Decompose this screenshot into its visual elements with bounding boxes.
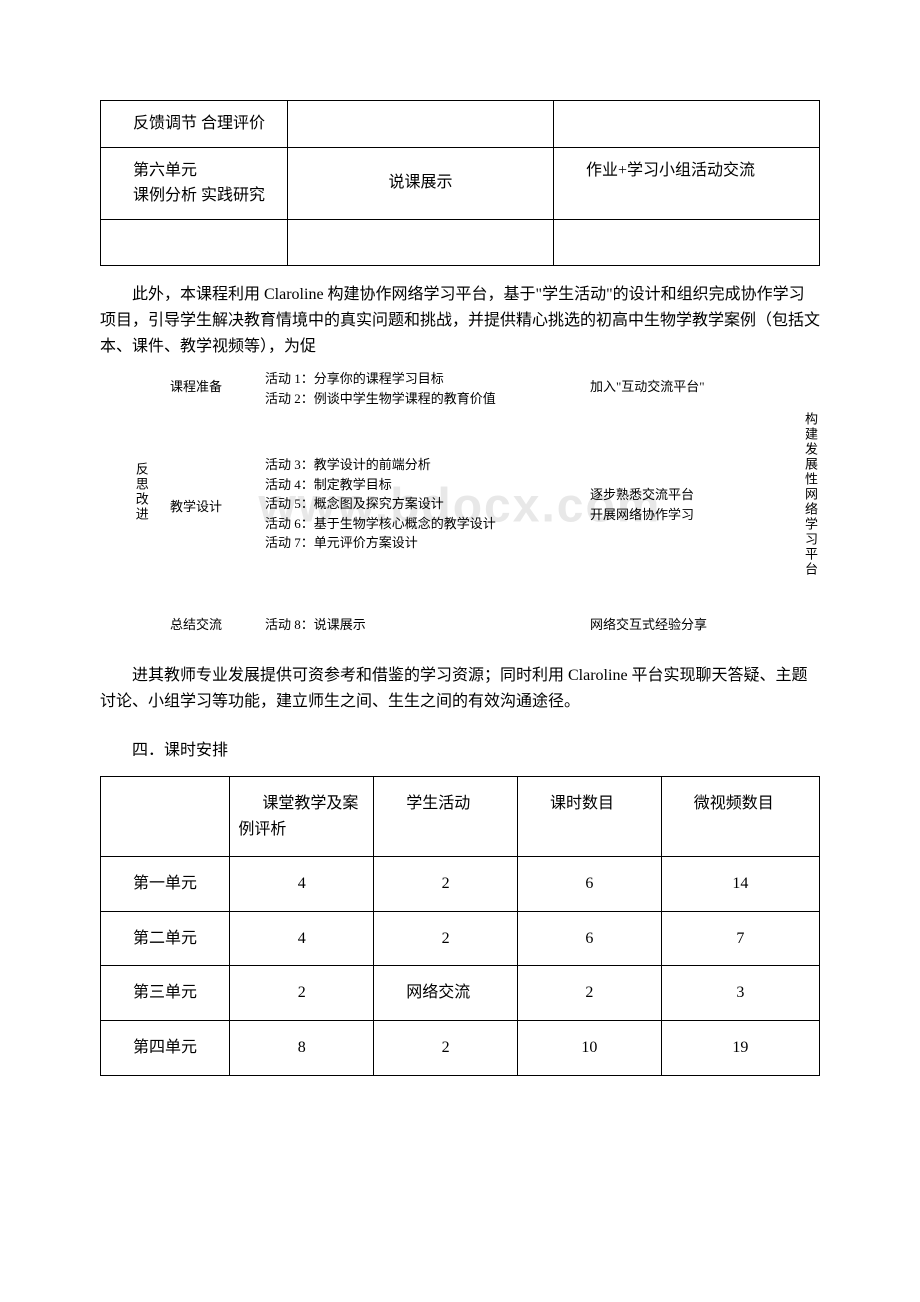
table-row: 反馈调节 合理评价 xyxy=(101,101,820,148)
cell-method xyxy=(287,101,553,148)
data-cell: 14 xyxy=(661,857,819,912)
stage-label: 总结交流 xyxy=(170,615,222,636)
data-cell: 7 xyxy=(661,911,819,966)
table-row: 第六单元 课例分析 实践研究 说课展示 作业+学习小组活动交流 xyxy=(101,147,820,219)
cell-text: 反馈调节 合理评价 xyxy=(109,111,279,137)
cell-unit: 反馈调节 合理评价 xyxy=(101,101,288,148)
data-cell: 2 xyxy=(518,966,662,1021)
data-cell: 8 xyxy=(230,1020,374,1075)
data-cell: 2 xyxy=(374,1020,518,1075)
data-cell: 19 xyxy=(661,1020,819,1075)
data-cell: 6 xyxy=(518,857,662,912)
activity-line: 活动 4：制定教学目标 xyxy=(265,475,496,495)
activity-diagram: www.bdocx.com 反思改进 构建发展性网络学习平台 课程准备 活动 1… xyxy=(130,367,790,647)
unit-cell: 第一单元 xyxy=(101,857,230,912)
activity-line: 活动 7：单元评价方案设计 xyxy=(265,533,496,553)
activity-line: 活动 6：基于生物学核心概念的教学设计 xyxy=(265,514,496,534)
data-cell: 4 xyxy=(230,857,374,912)
data-cell: 2 xyxy=(374,857,518,912)
activity-line: 活动 2：例谈中学生物学课程的教育价值 xyxy=(265,389,496,409)
table-row: 第二单元 4 2 6 7 xyxy=(101,911,820,966)
right-vertical-label: 构建发展性网络学习平台 xyxy=(799,412,820,577)
data-cell: 2 xyxy=(230,966,374,1021)
cell-activity xyxy=(553,101,819,148)
cell-empty xyxy=(553,219,819,266)
activity-line: 活动 1：分享你的课程学习目标 xyxy=(265,369,496,389)
data-cell: 6 xyxy=(518,911,662,966)
paragraph-continue: 进其教师专业发展提供可资参考和借鉴的学习资源；同时利用 Claroline 平台… xyxy=(100,663,820,714)
stage-label: 教学设计 xyxy=(170,497,222,518)
section-title: 四．课时安排 xyxy=(100,738,820,764)
right-note: 网络交互式经验分享 xyxy=(590,615,707,636)
table-row: 第四单元 8 2 10 19 xyxy=(101,1020,820,1075)
data-cell: 3 xyxy=(661,966,819,1021)
unit-cell: 第二单元 xyxy=(101,911,230,966)
document-page: 反馈调节 合理评价 第六单元 课例分析 实践研究 说课展示 作业+学习小组活动交… xyxy=(0,0,920,1136)
cell-text: 第六单元 课例分析 实践研究 xyxy=(109,158,279,209)
schedule-table: 课堂教学及案例评析 学生活动 课时数目 微视频数目 第一单元 4 2 6 14 … xyxy=(100,776,820,1076)
header-cell: 微视频数目 xyxy=(661,776,819,856)
table-header-row: 课堂教学及案例评析 学生活动 课时数目 微视频数目 xyxy=(101,776,820,856)
cell-text: 作业+学习小组活动交流 xyxy=(562,158,811,184)
header-cell xyxy=(101,776,230,856)
cell-method: 说课展示 xyxy=(287,147,553,219)
cell-activity: 作业+学习小组活动交流 xyxy=(553,147,819,219)
stage-label: 课程准备 xyxy=(170,377,222,398)
unit-cell: 第三单元 xyxy=(101,966,230,1021)
unit-method-table: 反馈调节 合理评价 第六单元 课例分析 实践研究 说课展示 作业+学习小组活动交… xyxy=(100,100,820,266)
activities-block: 活动 1：分享你的课程学习目标 活动 2：例谈中学生物学课程的教育价值 xyxy=(265,369,496,408)
table-row: 第一单元 4 2 6 14 xyxy=(101,857,820,912)
right-note: 逐步熟悉交流平台 开展网络协作学习 xyxy=(590,485,694,524)
activities-block: 活动 3：教学设计的前端分析 活动 4：制定教学目标 活动 5：概念图及探究方案… xyxy=(265,455,496,553)
cell-empty xyxy=(287,219,553,266)
header-cell: 课时数目 xyxy=(518,776,662,856)
unit-cell: 第四单元 xyxy=(101,1020,230,1075)
cell-unit: 第六单元 课例分析 实践研究 xyxy=(101,147,288,219)
table-row xyxy=(101,219,820,266)
cell-empty xyxy=(101,219,288,266)
activities-block: 活动 8：说课展示 xyxy=(265,615,366,636)
left-vertical-label: 反思改进 xyxy=(130,462,151,522)
activity-line: 活动 3：教学设计的前端分析 xyxy=(265,455,496,475)
activity-line: 活动 5：概念图及探究方案设计 xyxy=(265,494,496,514)
data-cell: 4 xyxy=(230,911,374,966)
header-cell: 学生活动 xyxy=(374,776,518,856)
data-cell: 10 xyxy=(518,1020,662,1075)
right-note: 加入"互动交流平台" xyxy=(590,377,705,398)
paragraph-intro: 此外，本课程利用 Claroline 构建协作网络学习平台，基于"学生活动"的设… xyxy=(100,282,820,359)
activity-line: 活动 8：说课展示 xyxy=(265,615,366,636)
data-cell: 网络交流 xyxy=(374,966,518,1021)
header-cell: 课堂教学及案例评析 xyxy=(230,776,374,856)
data-cell: 2 xyxy=(374,911,518,966)
table-row: 第三单元 2 网络交流 2 3 xyxy=(101,966,820,1021)
